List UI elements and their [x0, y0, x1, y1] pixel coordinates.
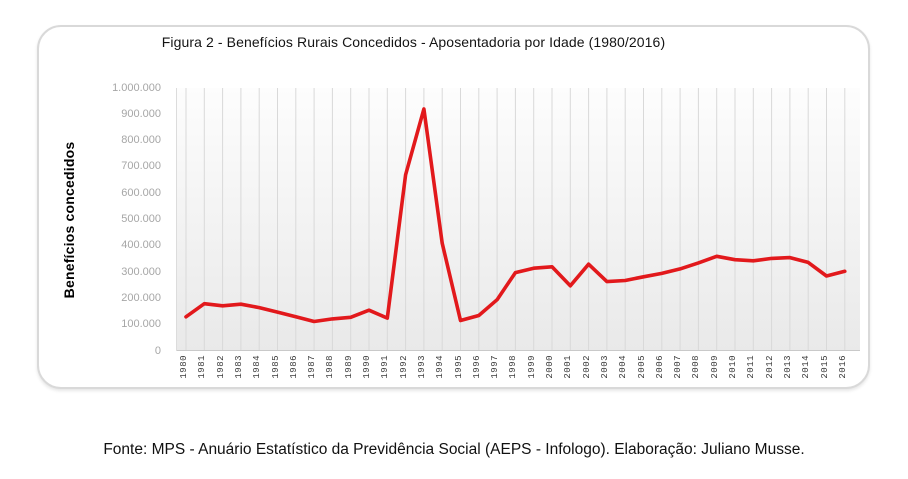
x-tick-label: 1997	[490, 355, 501, 379]
x-tick-label: 1980	[179, 355, 189, 379]
x-tick-label: 1987	[307, 355, 318, 379]
x-tick-label: 1985	[270, 355, 281, 379]
y-tick-label: 1.000.000	[112, 81, 161, 94]
y-tick-label: 700.000	[121, 160, 161, 173]
x-tick-label: 1999	[526, 355, 537, 379]
x-tick-label: 1982	[215, 355, 226, 379]
x-tick-label: 2009	[709, 355, 720, 379]
x-tick-label: 1981	[197, 355, 208, 379]
y-tick-label: 100.000	[121, 318, 161, 331]
data-series-line	[184, 107, 847, 324]
x-tick-label: 2005	[636, 355, 647, 379]
chart-frame: Figura 2 - Benefícios Rurais Concedidos …	[37, 25, 870, 389]
x-tick-label: 2015	[819, 355, 830, 379]
y-tick-label: 0	[154, 344, 161, 357]
x-tick-label: 2012	[764, 355, 775, 379]
x-tick-label: 2014	[801, 355, 812, 379]
y-tick-label: 400.000	[121, 239, 161, 252]
x-tick-label: 2010	[728, 355, 738, 379]
chart-title: Figura 2 - Benefícios Rurais Concedidos …	[161, 34, 666, 50]
x-tick-label: 2003	[599, 355, 610, 379]
y-tick-label: 600.000	[121, 186, 161, 199]
y-tick-label: 500.000	[121, 213, 161, 225]
x-tick-label: 2006	[654, 355, 665, 379]
x-tick-label: 1992	[398, 355, 409, 379]
x-tick-label: 2002	[581, 355, 592, 379]
x-tick-label: 1998	[508, 355, 519, 379]
x-tick-label: 1984	[252, 355, 263, 379]
x-tick-label: 1996	[471, 355, 482, 379]
x-tick-label: 1988	[325, 355, 336, 379]
plot-area	[176, 88, 860, 351]
source-caption: Fonte: MPS - Anuário Estatístico da Prev…	[103, 441, 805, 458]
x-tick-label: 2011	[746, 355, 757, 379]
x-tick-label: 1986	[288, 355, 299, 379]
y-tick-label: 800.000	[121, 134, 161, 147]
y-tick-label: 900.000	[121, 107, 161, 120]
y-axis-title: Benefícios concedidos	[61, 141, 77, 299]
x-tick-label: 2001	[563, 355, 574, 379]
x-tick-label: 2000	[545, 355, 555, 379]
x-tick-label: 2013	[782, 355, 793, 379]
x-tick-label: 2008	[691, 355, 702, 379]
x-tick-label: 2004	[618, 355, 629, 379]
x-tick-label: 1995	[453, 355, 464, 379]
y-tick-label: 200.000	[121, 291, 161, 304]
x-tick-label: 1989	[343, 355, 354, 379]
plot-svg	[177, 88, 860, 351]
x-tick-label: 1983	[233, 355, 244, 379]
y-tick-label: 300.000	[121, 265, 161, 278]
x-tick-label: 1991	[380, 355, 391, 379]
x-tick-label: 1993	[416, 355, 427, 379]
x-tick-label: 1994	[435, 355, 446, 379]
gridlines	[185, 88, 846, 351]
x-tick-label: 1990	[362, 355, 372, 379]
x-tick-label: 2016	[837, 355, 848, 379]
x-tick-label: 2007	[673, 355, 684, 379]
